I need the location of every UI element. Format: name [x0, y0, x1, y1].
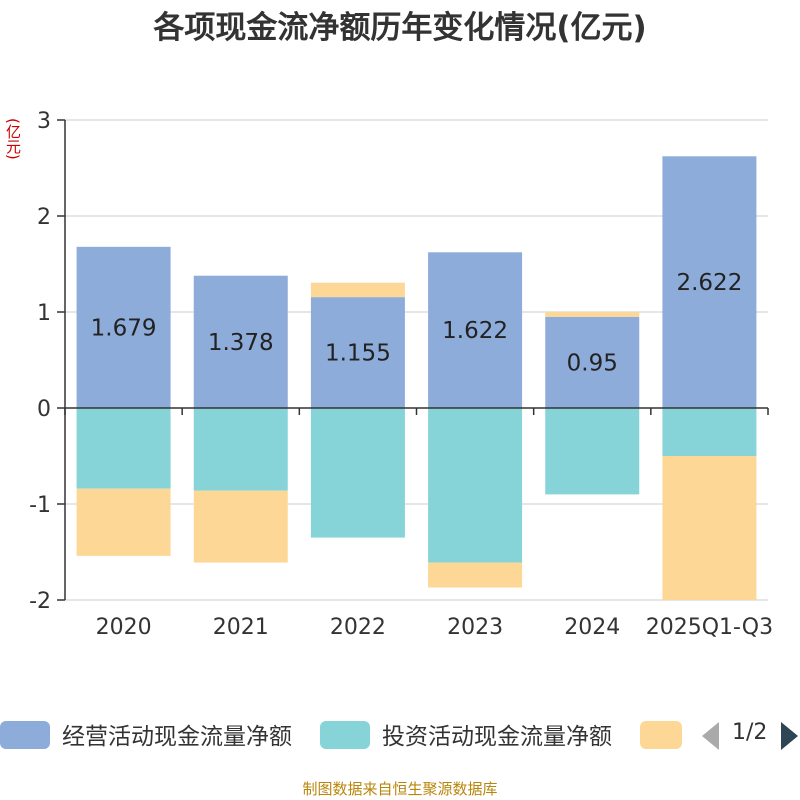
x-tick-label: 2025Q1-Q3 — [646, 615, 773, 640]
data-label-operating: 1.622 — [442, 318, 508, 344]
legend-page-indicator: 1/2 — [732, 720, 768, 745]
chart-title: 各项现金流净额历年变化情况(亿元) — [153, 10, 647, 46]
x-tick-label: 2021 — [213, 615, 269, 640]
x-tick-label: 2020 — [96, 615, 152, 640]
cashflow-bar-chart: 3 2 1 0 -1 -2 1.679 2020 1.378 2021 1.155 2022 1.622… — [29, 109, 773, 640]
legend: 经营活动现金流量净额 投资活动现金流量净额 — [0, 716, 800, 756]
legend-pager: 1/2 — [700, 719, 800, 751]
legend-label-investing: 投资活动现金流量净额 — [382, 724, 612, 750]
bar-investing — [545, 408, 640, 495]
bar-financing — [310, 282, 405, 298]
y-tick-label: 2 — [37, 205, 51, 230]
legend-label-operating: 经营活动现金流量净额 — [62, 724, 292, 750]
y-tick-label: 0 — [37, 397, 51, 422]
data-label-operating: 1.679 — [91, 315, 157, 341]
y-axis-unit-label: (亿元) — [4, 118, 22, 160]
y-tick-label: 1 — [37, 301, 51, 326]
legend-swatch-operating — [0, 721, 50, 749]
y-tick-label: -2 — [29, 589, 51, 614]
legend-prev-page-icon[interactable] — [702, 722, 719, 750]
bar-operating — [428, 252, 523, 408]
x-tick-label: 2022 — [330, 615, 386, 640]
legend-next-page-icon[interactable] — [781, 722, 798, 750]
x-tick-label: 2024 — [564, 615, 620, 640]
y-tick-label: 3 — [37, 109, 51, 134]
data-label-operating: 0.95 — [567, 350, 618, 376]
data-source-note: 制图数据来自恒生聚源数据库 — [302, 780, 498, 798]
data-label-operating: 2.622 — [676, 270, 742, 296]
bar-investing — [310, 408, 405, 538]
bar-operating — [310, 297, 405, 408]
bar-financing — [76, 488, 171, 556]
legend-swatch-investing — [320, 721, 370, 749]
bar-investing — [193, 408, 288, 491]
bar-operating — [76, 246, 171, 408]
bar-financing — [428, 562, 523, 588]
bar-operating — [545, 316, 640, 408]
data-label-operating: 1.378 — [208, 330, 274, 356]
x-tick-label: 2023 — [447, 615, 503, 640]
y-tick-label: -1 — [29, 493, 51, 518]
bar-operating — [193, 275, 288, 408]
bar-financing — [545, 312, 640, 317]
bar-financing — [193, 490, 288, 563]
data-label-operating: 1.155 — [325, 341, 391, 367]
bar-financing — [662, 456, 757, 600]
bar-investing — [428, 408, 523, 563]
bar-investing — [662, 408, 757, 456]
bar-operating — [662, 156, 757, 408]
bar-investing — [76, 408, 171, 489]
legend-swatch-financing — [640, 721, 682, 749]
